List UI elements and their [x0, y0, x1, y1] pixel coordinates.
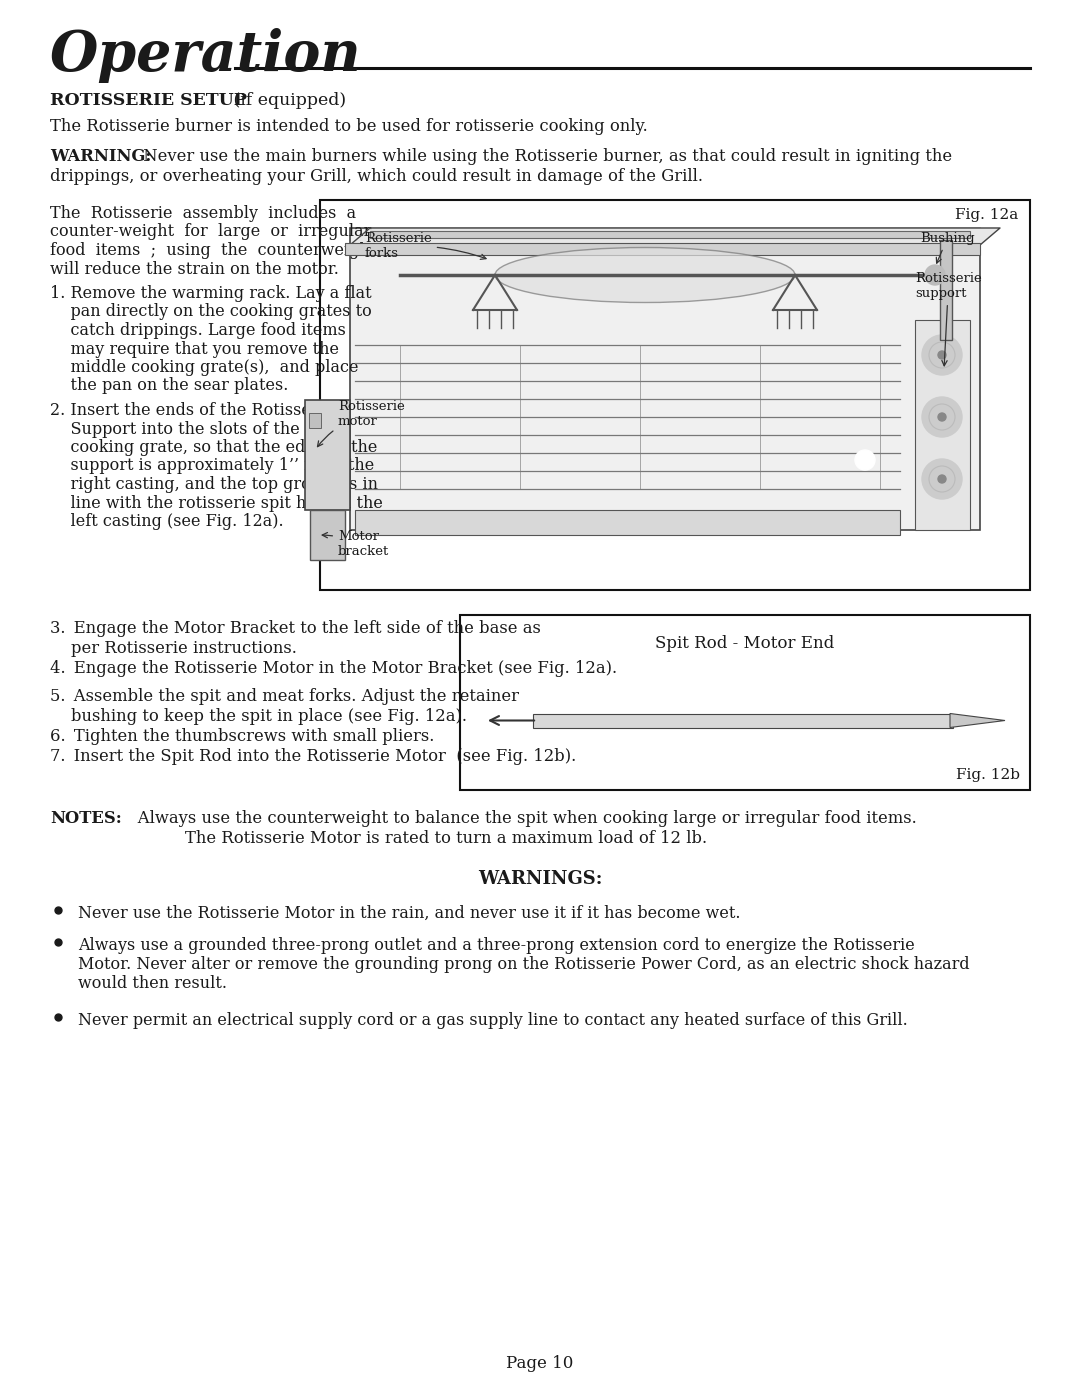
Text: would then result.: would then result.: [78, 975, 227, 992]
Text: per Rotisserie instructions.: per Rotisserie instructions.: [50, 640, 297, 657]
Text: Page 10: Page 10: [507, 1355, 573, 1372]
Bar: [915, 320, 970, 529]
Text: Never permit an electrical supply cord or a gas supply line to contact any heate: Never permit an electrical supply cord o…: [78, 1011, 908, 1030]
Bar: [309, 414, 321, 427]
Bar: [320, 200, 1030, 590]
Circle shape: [922, 335, 962, 374]
Bar: [370, 231, 970, 237]
Text: Rotisserie
support: Rotisserie support: [915, 272, 982, 366]
Bar: [345, 243, 980, 256]
Text: 5. Assemble the spit and meat forks. Adjust the retainer: 5. Assemble the spit and meat forks. Adj…: [50, 687, 519, 705]
Bar: [350, 228, 980, 529]
Text: Never use the main burners while using the Rotisserie burner, as that could resu: Never use the main burners while using t…: [138, 148, 953, 165]
Text: cooking grate, so that the edge of the: cooking grate, so that the edge of the: [50, 439, 377, 455]
Text: line with the rotisserie spit hole in the: line with the rotisserie spit hole in th…: [50, 495, 383, 511]
Text: Always use a grounded three-prong outlet and a three-prong extension cord to ene: Always use a grounded three-prong outlet…: [78, 937, 915, 954]
Text: Spit Rod - Motor End: Spit Rod - Motor End: [656, 636, 835, 652]
Text: 3. Engage the Motor Bracket to the left side of the base as: 3. Engage the Motor Bracket to the left …: [50, 620, 541, 637]
Bar: [310, 510, 345, 560]
Ellipse shape: [495, 247, 795, 303]
Text: Operation: Operation: [50, 28, 362, 82]
Bar: [940, 240, 951, 339]
Text: (if equipped): (if equipped): [228, 92, 346, 109]
Circle shape: [855, 450, 875, 469]
Text: will reduce the strain on the motor.: will reduce the strain on the motor.: [50, 260, 339, 278]
Text: catch drippings. Large food items: catch drippings. Large food items: [50, 321, 346, 339]
Text: pan directly on the cooking grates to: pan directly on the cooking grates to: [50, 303, 372, 320]
Text: 2. Insert the ends of the Rotisserie: 2. Insert the ends of the Rotisserie: [50, 402, 334, 419]
Text: Fig. 12b: Fig. 12b: [956, 768, 1020, 782]
Text: Fig. 12a: Fig. 12a: [955, 208, 1018, 222]
Circle shape: [924, 265, 945, 285]
Text: counter-weight  for  large  or  irregular: counter-weight for large or irregular: [50, 224, 372, 240]
Text: The Rotisserie burner is intended to be used for rotisserie cooking only.: The Rotisserie burner is intended to be …: [50, 117, 648, 136]
Text: The Rotisserie Motor is rated to turn a maximum load of 12 lb.: The Rotisserie Motor is rated to turn a …: [122, 830, 707, 847]
Text: drippings, or overheating your Grill, which could result in damage of the Grill.: drippings, or overheating your Grill, wh…: [50, 168, 703, 184]
Polygon shape: [350, 228, 1000, 244]
Circle shape: [939, 351, 946, 359]
Text: food  items  ;  using  the  counterweight: food items ; using the counterweight: [50, 242, 376, 258]
Text: 6. Tighten the thumbscrews with small pliers.: 6. Tighten the thumbscrews with small pl…: [50, 728, 434, 745]
Text: 4. Engage the Rotisserie Motor in the Motor Bracket (see Fig. 12a).: 4. Engage the Rotisserie Motor in the Mo…: [50, 659, 617, 678]
Text: left casting (see Fig. 12a).: left casting (see Fig. 12a).: [50, 513, 284, 529]
Text: support is approximately 1’’ from the: support is approximately 1’’ from the: [50, 457, 375, 475]
Bar: [534, 714, 953, 728]
Circle shape: [922, 397, 962, 437]
Text: bushing to keep the spit in place (see Fig. 12a).: bushing to keep the spit in place (see F…: [50, 708, 467, 725]
Text: Support into the slots of the right: Support into the slots of the right: [50, 420, 345, 437]
Text: 1. Remove the warming rack. Lay a flat: 1. Remove the warming rack. Lay a flat: [50, 285, 372, 302]
Text: The  Rotisserie  assembly  includes  a: The Rotisserie assembly includes a: [50, 205, 356, 222]
Bar: [355, 510, 900, 535]
Polygon shape: [950, 714, 1005, 728]
Text: NOTES:: NOTES:: [50, 810, 122, 827]
Circle shape: [939, 475, 946, 483]
Bar: [305, 400, 350, 510]
Text: Motor. Never alter or remove the grounding prong on the Rotisserie Power Cord, a: Motor. Never alter or remove the groundi…: [78, 956, 970, 972]
Text: the pan on the sear plates.: the pan on the sear plates.: [50, 377, 288, 394]
Bar: [460, 615, 1030, 789]
Circle shape: [939, 414, 946, 420]
Text: ROTISSERIE SETUP: ROTISSERIE SETUP: [50, 92, 247, 109]
Text: may require that you remove the: may require that you remove the: [50, 341, 339, 358]
Circle shape: [922, 460, 962, 499]
Text: WARNING:: WARNING:: [50, 148, 151, 165]
Text: Never use the Rotisserie Motor in the rain, and never use it if it has become we: Never use the Rotisserie Motor in the ra…: [78, 905, 741, 922]
Text: WARNINGS:: WARNINGS:: [477, 870, 603, 888]
Text: Motor
bracket: Motor bracket: [322, 529, 389, 557]
Text: Bushing: Bushing: [920, 232, 974, 263]
Text: middle cooking grate(s),  and place: middle cooking grate(s), and place: [50, 359, 359, 376]
Text: Rotisserie
motor: Rotisserie motor: [318, 400, 405, 447]
Text: 7. Insert the Spit Rod into the Rotisserie Motor  (see Fig. 12b).: 7. Insert the Spit Rod into the Rotisser…: [50, 747, 577, 766]
Text: right casting, and the top groove is in: right casting, and the top groove is in: [50, 476, 378, 493]
Text: Always use the counterweight to balance the spit when cooking large or irregular: Always use the counterweight to balance …: [122, 810, 917, 827]
Text: Rotisserie
forks: Rotisserie forks: [365, 232, 486, 260]
